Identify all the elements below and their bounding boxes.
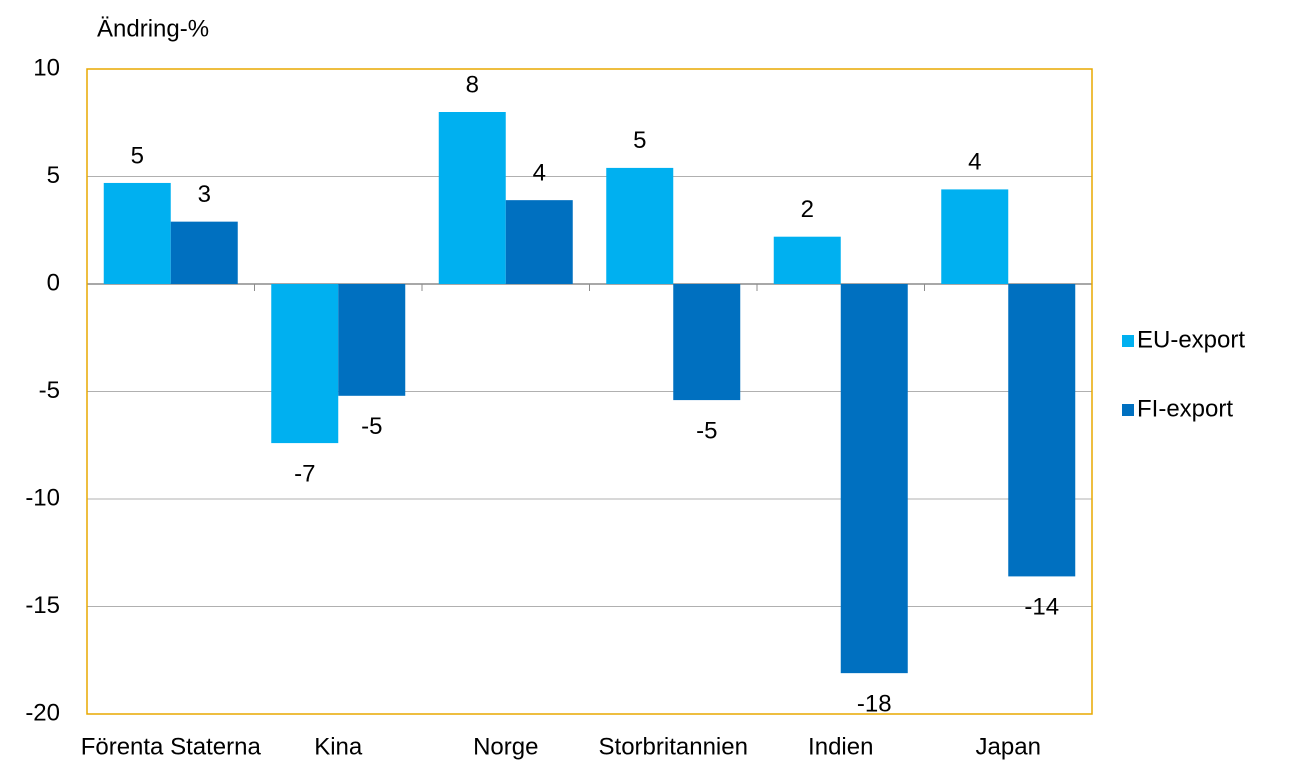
bar [840, 284, 908, 674]
bar [1008, 284, 1076, 577]
x-tick-label: Förenta Staterna [81, 733, 262, 760]
bar [170, 221, 238, 284]
bar [103, 182, 171, 284]
data-label: 5 [131, 142, 144, 169]
bar [773, 236, 841, 284]
x-tick-label: Japan [976, 733, 1041, 760]
legend-swatch [1122, 335, 1134, 347]
bar [271, 284, 339, 444]
bar [606, 167, 674, 284]
data-label: 3 [198, 181, 211, 208]
x-tick-label: Storbritannien [599, 733, 748, 760]
bar [673, 284, 741, 401]
x-tick-label: Kina [314, 733, 363, 760]
y-tick-label: -10 [25, 484, 60, 511]
data-label: 4 [968, 149, 981, 176]
data-label: 2 [801, 196, 814, 223]
data-label: 4 [533, 159, 546, 186]
y-tick-label: -5 [39, 377, 60, 404]
bar [505, 200, 573, 284]
x-tick-label: Norge [473, 733, 538, 760]
y-axis-label: Ändring-% [97, 15, 209, 42]
bar [338, 284, 406, 396]
y-tick-label: -20 [25, 699, 60, 726]
legend-label: EU-export [1137, 326, 1245, 353]
legend-swatch [1122, 404, 1134, 416]
data-label: -5 [361, 413, 382, 440]
data-label: 8 [466, 71, 479, 98]
legend-label: FI-export [1137, 395, 1233, 422]
bar [941, 189, 1009, 284]
y-tick-label: 10 [33, 54, 60, 81]
y-tick-label: 0 [47, 269, 60, 296]
data-label: 5 [633, 127, 646, 154]
y-tick-label: 5 [47, 162, 60, 189]
x-tick-label: Indien [808, 733, 873, 760]
plot-border [86, 68, 1093, 715]
data-label: -5 [696, 417, 717, 444]
y-tick-label: -15 [25, 592, 60, 619]
data-label: -14 [1024, 594, 1059, 621]
bar [438, 112, 506, 284]
data-label: -18 [857, 690, 892, 717]
data-label: -7 [294, 460, 315, 487]
